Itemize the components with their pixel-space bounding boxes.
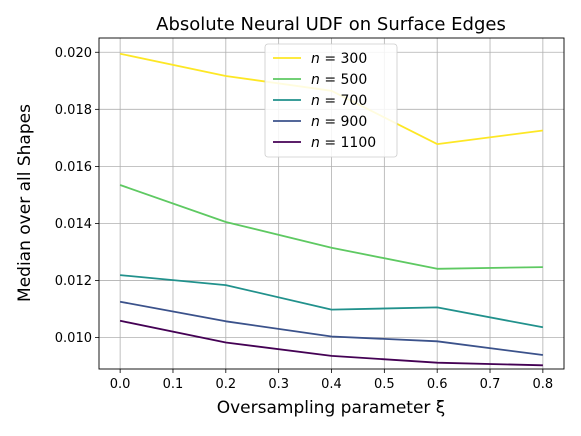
series-line [119, 319, 543, 367]
series-line [119, 300, 544, 356]
y-tick-label: 0.020 [55, 46, 92, 61]
x-tick-label: 0.3 [268, 377, 289, 392]
legend-value: = 700 [320, 93, 367, 109]
y-tick-label: 0.010 [55, 331, 92, 346]
x-tick-label: 0.8 [533, 377, 554, 392]
x-tick-label: 0.7 [480, 377, 501, 392]
legend-label: n = 500 [311, 72, 367, 88]
x-axis-label: Oversampling parameter ξ [217, 398, 446, 418]
legend-value: = 300 [320, 51, 367, 67]
x-tick-label: 0.4 [321, 377, 342, 392]
legend-box [264, 43, 398, 158]
legend-var: n [311, 93, 320, 109]
y-tick-label: 0.014 [55, 217, 92, 232]
legend-label: n = 1100 [311, 135, 376, 151]
x-tick-label: 0.1 [163, 377, 184, 392]
legend-label: n = 900 [311, 114, 367, 130]
axis-ticks: 0.0 0.1 0.2 0.3 0.4 0.5 0.6 0.7 0.8 0.010 0.012 0.0… [55, 46, 553, 392]
y-tick-label: 0.018 [55, 103, 92, 118]
y-tick-label: 0.016 [55, 160, 92, 175]
x-tick-label: 0.6 [427, 377, 448, 392]
legend-var: n [311, 114, 320, 130]
x-tick-label: 0.5 [374, 377, 395, 392]
legend-value: = 500 [320, 72, 367, 88]
legend-label: n = 700 [311, 93, 367, 109]
legend-var: n [311, 72, 320, 88]
legend-value: = 900 [320, 114, 367, 130]
legend-var: n [311, 51, 320, 67]
series-line [119, 184, 543, 270]
y-tick-label: 0.012 [55, 274, 92, 289]
legend-label: n = 300 [311, 51, 367, 67]
series-line [120, 274, 544, 329]
legend-value: = 1100 [320, 135, 376, 151]
y-axis-label: Median over all Shapes [15, 104, 35, 302]
x-tick-label: 0.2 [215, 377, 236, 392]
x-tick-label: 0.0 [110, 377, 131, 392]
legend-var: n [311, 135, 320, 151]
chart-title: Absolute Neural UDF on Surface Edges [156, 14, 506, 35]
